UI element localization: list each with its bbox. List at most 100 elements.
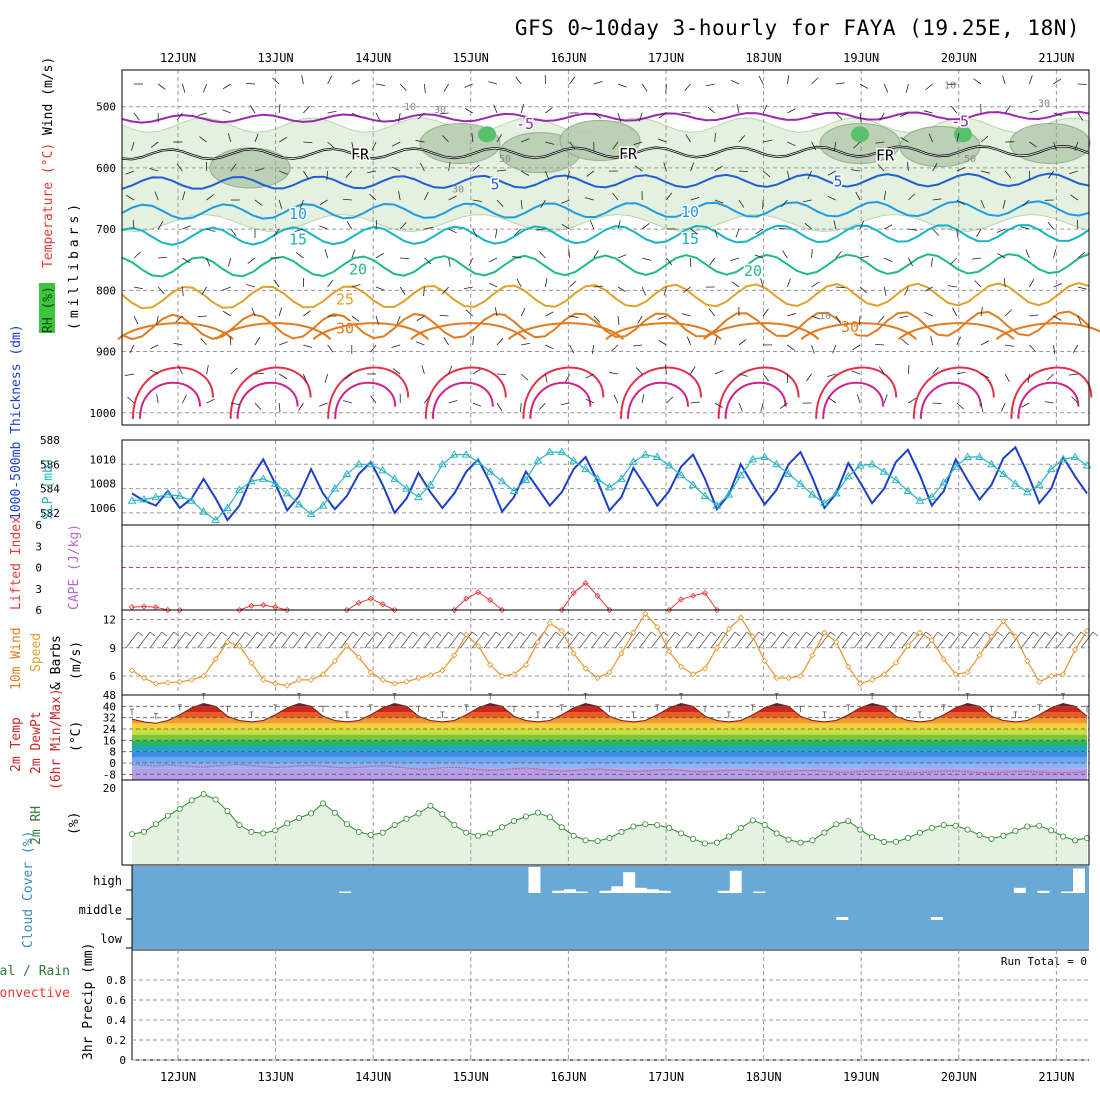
isotherm-line (121, 224, 1090, 246)
slp-point (700, 491, 710, 499)
chart-title: GFS 0~10day 3-hourly for FAYA (19.25E, 1… (515, 16, 1080, 40)
wind-barb (633, 141, 643, 146)
wind-barb (738, 373, 748, 377)
wind-barb (279, 170, 288, 175)
wind-barb (956, 402, 964, 410)
slp-point (175, 491, 185, 499)
thickness-tick-label: 588 (40, 434, 60, 447)
wind-barb (807, 170, 812, 180)
precip-panel: Run Total = 0 0 0.2 0.4 0.6 0.8 (106, 949, 1089, 1067)
wind-barb (642, 257, 651, 261)
li-line (668, 592, 718, 611)
wind-barb (899, 315, 909, 319)
slp-point (927, 492, 937, 501)
wind-barb (972, 257, 982, 260)
wind-barb (617, 220, 621, 230)
wind-speed-point (630, 629, 637, 636)
wind-barb (1029, 75, 1033, 85)
slp-point (521, 475, 531, 484)
slp-point (879, 467, 889, 475)
rh-contour-label: 50 (964, 154, 976, 165)
wind-barb (976, 228, 982, 237)
wind-barb (367, 170, 377, 174)
wind-barb (930, 336, 933, 346)
wind-barb (125, 170, 135, 175)
wind-barb (883, 83, 889, 93)
wind-ylabel: Wind (m/s) (41, 57, 56, 135)
wind-barb (471, 631, 485, 649)
date-tick-label: 16JUN (550, 1070, 586, 1084)
wind-barb (424, 257, 432, 265)
wind-speed-point (618, 650, 625, 657)
rh-point (475, 832, 482, 839)
wind-barb (617, 254, 627, 259)
wind-barb (472, 164, 480, 172)
rh-ylabel: RH (%) (41, 286, 56, 333)
wind-barb (730, 79, 740, 85)
wind-barb-flag (400, 631, 406, 637)
wind-frame (121, 609, 1090, 696)
wind-barb (442, 286, 449, 294)
wind-barb (569, 141, 576, 150)
isotherm-label: 5 (490, 175, 499, 193)
wind-speed-point (331, 657, 339, 665)
wind-barb (674, 631, 688, 649)
wind-barb (811, 344, 815, 354)
wind-barb (1029, 314, 1039, 317)
wind-barb (375, 83, 385, 86)
bottom-date-axis: 12JUN 13JUN 14JUN 15JUN 16JUN 17JUN 18JUN 19JUN… (160, 1070, 1075, 1084)
wind-barb (278, 402, 281, 413)
wind-barb (424, 191, 429, 201)
wind-barb (154, 191, 159, 201)
rh-point (236, 821, 243, 828)
slp-point (1022, 487, 1032, 496)
precip-tick-label: 0.6 (106, 994, 126, 1007)
temperature-loop-30 (702, 322, 820, 341)
wind-barb (613, 394, 619, 404)
cloud-high-bar (658, 890, 671, 893)
cloud-high-bar (1073, 868, 1085, 893)
wind-speed-point (212, 656, 219, 663)
wind-barb (127, 396, 135, 404)
wind-barb (520, 307, 526, 317)
top-date-axis: 12JUN 13JUN 14JUN 15JUN 16JUN 17JUN 18JUN 19JUN… (160, 51, 1075, 65)
wind-speed-point (510, 671, 518, 678)
wind-barb (1003, 278, 1006, 288)
wind-barb (714, 370, 724, 375)
wind-barb (746, 631, 760, 649)
cloud-high-bar (717, 890, 730, 893)
wind-barb-flag (615, 631, 621, 637)
wind-barb (593, 250, 599, 259)
wind-barb (375, 112, 381, 122)
wind-barb (351, 249, 356, 259)
wind-barb (690, 228, 699, 235)
millibars-ylabel: (millibars) (67, 200, 82, 330)
precip-tick-label: 0.8 (106, 974, 126, 987)
slp-point (402, 484, 411, 492)
wind-speed-point (343, 642, 350, 649)
wind-barb (206, 257, 211, 267)
slp-point (223, 503, 232, 511)
wind-barb (1002, 199, 1006, 209)
wind-barb (985, 631, 998, 649)
wind-barb (705, 83, 715, 87)
wind-barb (424, 631, 437, 649)
wind-barb (612, 192, 619, 201)
wind-barb (865, 631, 879, 649)
cloud-high-bar (646, 889, 659, 893)
temp-tick-label: -8 (103, 768, 116, 781)
rh-point (702, 840, 709, 847)
wind-barb (351, 112, 361, 118)
wind-speed-point (976, 652, 983, 659)
wind-tick-label: 12 (103, 613, 116, 626)
wind-barb (663, 286, 667, 296)
rh-point (881, 838, 888, 845)
wind-barb (802, 199, 812, 203)
wind-barb (566, 170, 570, 180)
rh-point (355, 828, 362, 835)
wind-barb (811, 281, 820, 288)
cloud-high-bar (1037, 890, 1050, 893)
wind-barb (327, 344, 334, 353)
wind-speed-point (355, 654, 362, 661)
wind-barb (950, 105, 958, 114)
